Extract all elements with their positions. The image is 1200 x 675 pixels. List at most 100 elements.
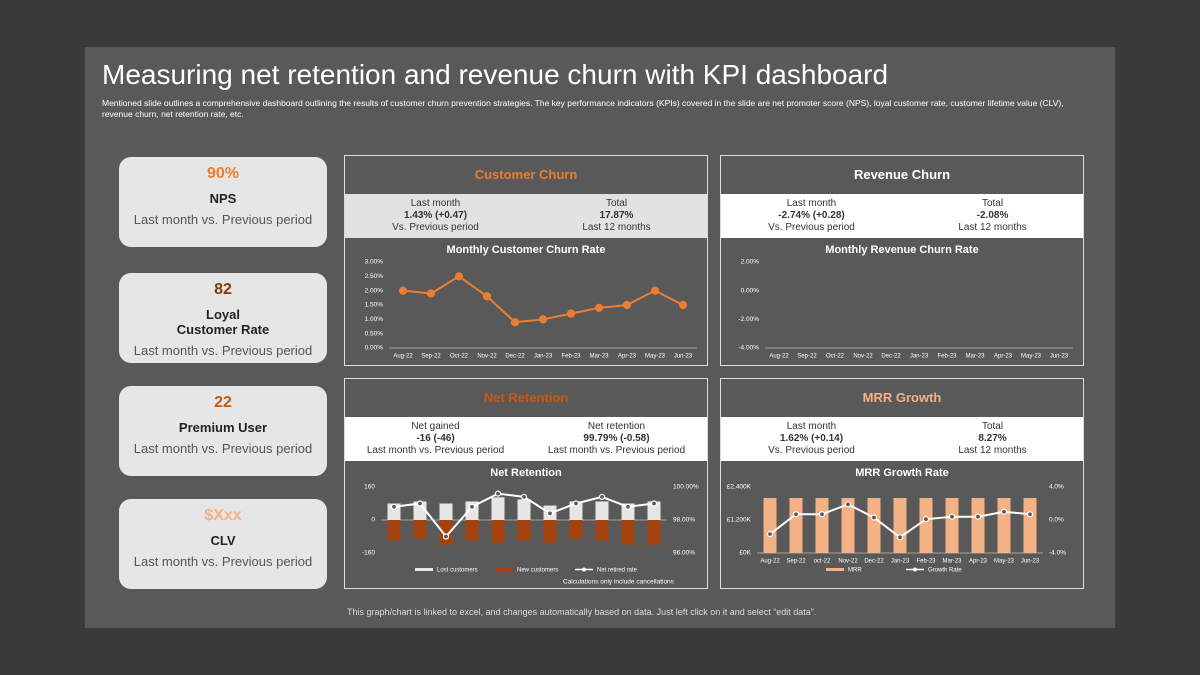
panel-title: Net Retention [483, 390, 569, 405]
kpi-name: CLV [210, 533, 236, 548]
bar [569, 520, 583, 539]
point [442, 533, 450, 540]
x-tick-label: Apr-23 [994, 354, 1013, 360]
x-tick-label: Jan-23 [910, 354, 929, 360]
kpi-card: 90% NPS Last month vs. Previous period [119, 157, 327, 247]
kpi-card: $Xxx CLV Last month vs. Previous period [119, 499, 327, 589]
chart-title: MRR Growth Rate [855, 467, 949, 479]
stat-value: 8.27% [978, 433, 1007, 444]
bar [569, 501, 583, 520]
y-tick-label: 2.00% [741, 259, 760, 266]
stat-note: Last month vs. Previous period [547, 445, 686, 456]
y-tick-label: 0.50% [365, 330, 384, 337]
bar [621, 520, 635, 545]
kpi-note: Last month vs. Previous period [133, 343, 313, 358]
bar [867, 498, 881, 553]
stat-value: 99.79% (-0.58) [583, 433, 650, 444]
point [922, 516, 930, 523]
x-tick-label: Sep-22 [421, 354, 441, 360]
x-tick-label: Jun-23 [1021, 559, 1040, 565]
x-tick-label: Apr-23 [969, 559, 988, 565]
point [792, 511, 800, 518]
stat-label: Total [981, 198, 1004, 209]
stat-label: Net retention [587, 421, 646, 432]
bar [815, 498, 829, 553]
y-tick-label: 2.00% [365, 287, 384, 294]
y-tick-label: 0.00% [365, 345, 384, 352]
kpi-value: 90% [206, 165, 240, 182]
x-tick-label: Jun-23 [674, 354, 693, 360]
x-tick-label: Jan-23 [891, 559, 910, 565]
legend-label: Growth Rate [928, 568, 962, 574]
x-tick-label: Aug-22 [393, 354, 413, 360]
chart-title: Monthly Customer Churn Rate [447, 244, 606, 256]
point [678, 300, 688, 310]
point [1026, 511, 1034, 518]
bar [543, 520, 557, 543]
bar [919, 498, 933, 553]
bar [595, 501, 609, 520]
legend-label: MRR [848, 568, 862, 574]
panel-title: Customer Churn [474, 167, 578, 182]
legend-label: New customers [517, 568, 558, 574]
x-tick-label: Sep-22 [786, 559, 806, 565]
bar [517, 499, 531, 520]
bar [439, 520, 453, 545]
stat-value: 1.62% (+0.14) [779, 433, 844, 444]
slide: Measuring net retention and revenue chur… [85, 47, 1115, 628]
stat-note: Last 12 months [582, 222, 651, 233]
kpi-value: $Xxx [204, 507, 242, 524]
bar [1023, 498, 1037, 553]
point [624, 503, 632, 510]
stat-note: Vs. Previous period [768, 222, 855, 233]
kpi-card: 82 Loyal Customer Rate Last month vs. Prev… [119, 273, 327, 363]
y-tick-label: £0K [739, 550, 751, 557]
panel: Net Retention Net gained -16 (-46) Last mon… [344, 378, 708, 589]
title: Measuring net retention and revenue chur… [102, 59, 889, 90]
x-tick-label: Oct-22 [826, 354, 845, 360]
x-tick-label: Mar-23 [965, 354, 985, 360]
x-tick-label: Dec-22 [881, 354, 901, 360]
x-tick-label: Nov-22 [838, 559, 858, 565]
chart: Net Retention -160 0 160 96.00% 98.00% 100.00%… [362, 467, 699, 586]
x-tick-label: May-23 [994, 559, 1015, 565]
stat-note: Vs. Previous period [768, 445, 855, 456]
bar [971, 498, 985, 553]
y2-tick-label: 96.00% [673, 550, 695, 557]
stat-note: Last month vs. Previous period [366, 445, 505, 456]
y-tick-label: -2.00% [738, 316, 759, 323]
point [510, 318, 520, 327]
legend-swatch [826, 568, 844, 571]
panel: MRR Growth Last month 1.62% (+0.14) Vs. Pre… [720, 378, 1084, 589]
point [650, 286, 660, 295]
point [390, 503, 398, 510]
bar [517, 520, 531, 541]
y-tick-label: 3.00% [365, 259, 384, 266]
stat-value: 17.87% [599, 210, 634, 221]
x-tick-label: Dec-22 [864, 559, 884, 565]
footer: This graph/chart is linked to excel, and… [347, 607, 817, 617]
point [416, 500, 424, 507]
x-tick-label: Apr-23 [618, 354, 637, 360]
point [1000, 508, 1008, 515]
y-tick-label: 0 [371, 517, 375, 524]
kpi-card: 22 Premium User Last month vs. Previous pe… [119, 386, 327, 476]
y2-tick-label: -4.0% [1049, 550, 1066, 557]
stat-value: -2.74% (+0.28) [778, 210, 845, 221]
bar [997, 498, 1011, 553]
x-tick-label: Nov-22 [477, 354, 497, 360]
x-tick-label: Aug-22 [769, 354, 789, 360]
stat-label: Last month [786, 198, 837, 209]
stat-value: -2.08% [976, 210, 1009, 221]
chart-title: Monthly Revenue Churn Rate [825, 244, 978, 256]
point [594, 303, 604, 312]
stat: Total -2.08% Last 12 months [902, 194, 1083, 238]
panel: Customer Churn Last month 1.43% (+0.47) Vs.… [344, 155, 708, 366]
y2-tick-label: 0.0% [1049, 517, 1064, 524]
y-tick-label: 1.50% [365, 302, 384, 309]
stats: Last month 1.62% (+0.14) Vs. Previous peri… [721, 417, 1083, 461]
stat: Total 17.87% Last 12 months [526, 194, 707, 238]
bar [413, 520, 427, 539]
stats: Last month -2.74% (+0.28) Vs. Previous per… [721, 194, 1083, 238]
